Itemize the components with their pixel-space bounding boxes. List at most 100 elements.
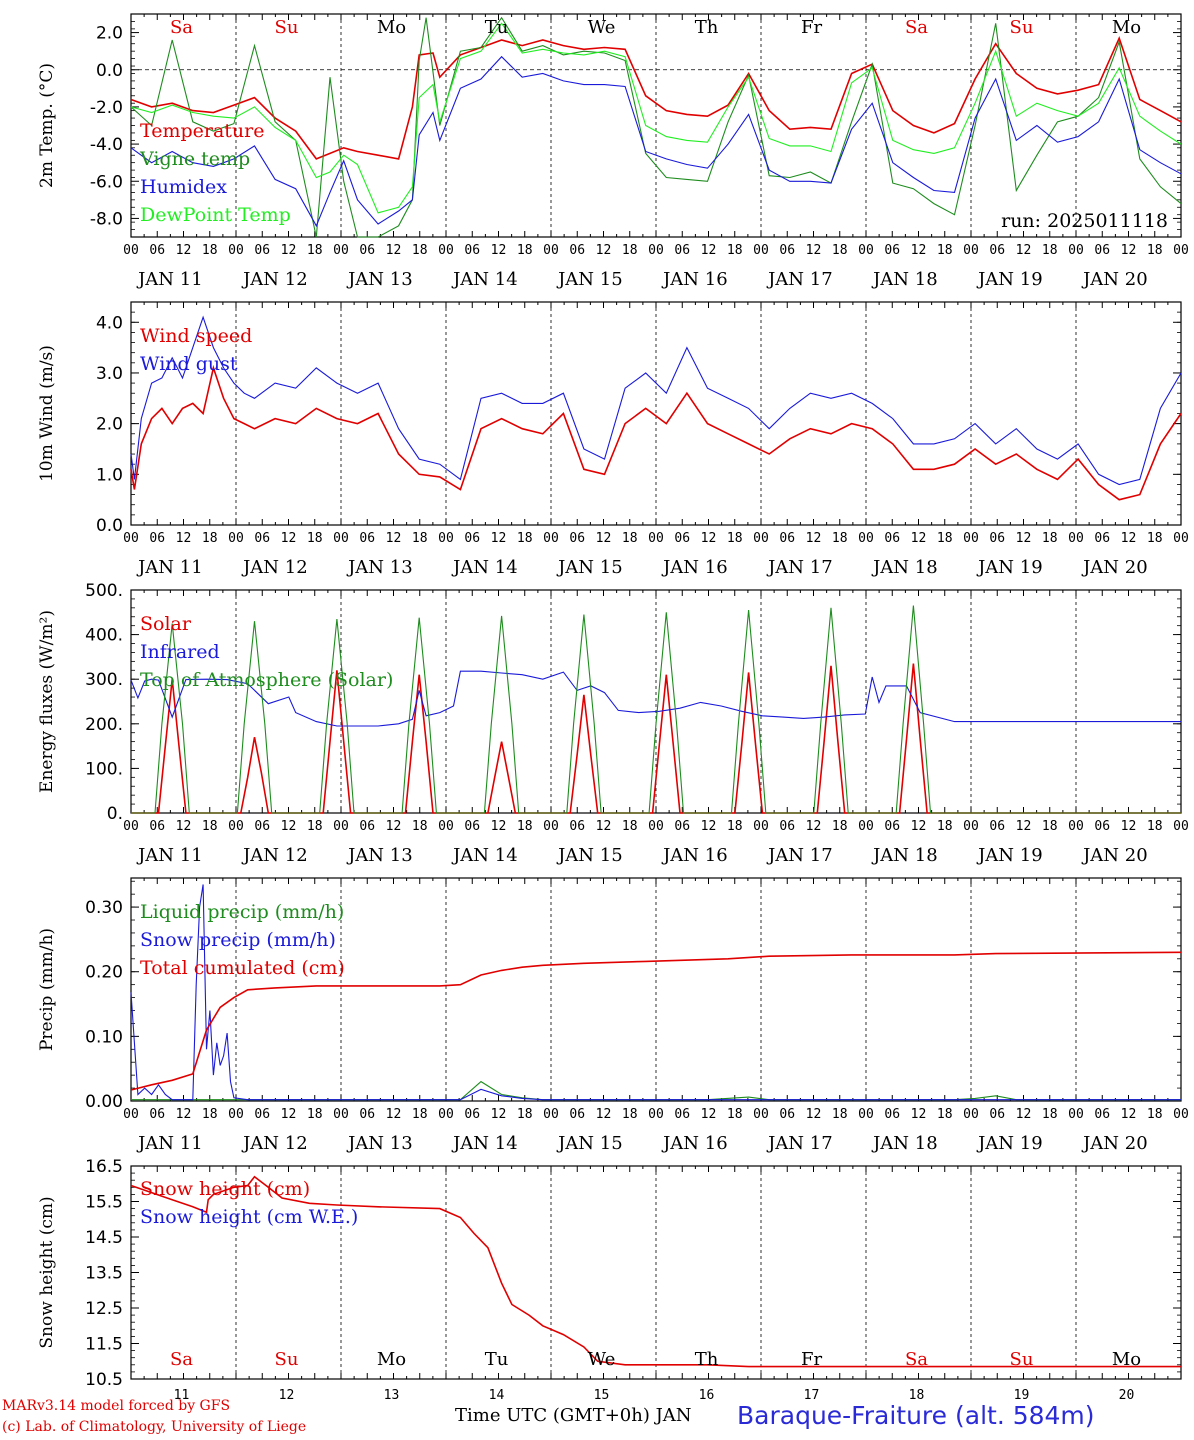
hour-tick-label: 06 xyxy=(569,531,585,546)
day-name-top: Su xyxy=(275,17,299,38)
hour-tick-label: 18 xyxy=(517,1107,533,1122)
day-name-bottom: Mo xyxy=(1112,1349,1141,1370)
hour-tick-label: 06 xyxy=(254,1107,270,1122)
date-label: JAN 15 xyxy=(556,269,623,290)
hour-tick-label: 06 xyxy=(674,1107,690,1122)
hour-tick-label: 12 xyxy=(1016,819,1032,834)
date-label: JAN 12 xyxy=(241,845,308,866)
date-label: JAN 12 xyxy=(241,1133,308,1154)
legend-entry: DewPoint Temp xyxy=(140,204,291,226)
y-tick-label: 100. xyxy=(85,759,123,779)
date-label: JAN 17 xyxy=(766,1133,833,1154)
hour-tick-label: 00 xyxy=(438,531,454,546)
hour-tick-label: 12 xyxy=(1016,1107,1032,1122)
hour-tick-label: 18 xyxy=(727,243,743,258)
y-tick-label: 200. xyxy=(85,715,123,735)
hour-tick-label: 00 xyxy=(333,243,349,258)
date-label: JAN 11 xyxy=(136,1133,203,1154)
hour-tick-label: 06 xyxy=(254,243,270,258)
date-label: JAN 17 xyxy=(766,845,833,866)
hour-tick-label: 00 xyxy=(123,243,139,258)
y-axis-label: Snow height (cm) xyxy=(37,1196,57,1348)
legend-entry: Infrared xyxy=(140,641,220,663)
y-tick-label: 15.5 xyxy=(85,1193,123,1213)
day-number: 11 xyxy=(174,1388,190,1403)
hour-tick-label: 06 xyxy=(149,531,165,546)
hour-tick-label: 00 xyxy=(1068,531,1084,546)
day-name-top: We xyxy=(588,17,616,38)
hour-tick-label: 18 xyxy=(202,531,218,546)
y-tick-label: -4.0 xyxy=(90,135,123,155)
panel-frame-1 xyxy=(130,301,1182,526)
hour-tick-label: 18 xyxy=(412,819,428,834)
hour-tick-label: 06 xyxy=(569,243,585,258)
legend-entry: Liquid precip (mm/h) xyxy=(140,901,344,923)
hour-tick-label: 00 xyxy=(858,819,874,834)
hour-tick-label: 06 xyxy=(149,243,165,258)
hour-tick-label: 00 xyxy=(228,1107,244,1122)
hour-tick-label: 12 xyxy=(1121,243,1137,258)
hour-tick-label: 06 xyxy=(464,243,480,258)
hour-tick-label: 12 xyxy=(176,1107,192,1122)
day-name-bottom: Sa xyxy=(905,1349,928,1370)
day-number: 18 xyxy=(909,1388,925,1403)
y-tick-label: 0. xyxy=(107,804,123,824)
day-number: 19 xyxy=(1014,1388,1030,1403)
hour-tick-label: 00 xyxy=(333,531,349,546)
hour-tick-label: 06 xyxy=(989,819,1005,834)
hour-tick-label: 18 xyxy=(307,819,323,834)
hour-tick-label: 12 xyxy=(701,1107,717,1122)
hour-tick-label: 00 xyxy=(543,1107,559,1122)
date-label: JAN 16 xyxy=(661,557,728,578)
hour-tick-label: 00 xyxy=(963,1107,979,1122)
y-tick-label: 0.0 xyxy=(96,61,123,81)
hour-tick-label: 06 xyxy=(884,1107,900,1122)
hour-tick-label: 06 xyxy=(779,819,795,834)
hour-tick-label: 18 xyxy=(727,1107,743,1122)
hour-tick-label: 06 xyxy=(989,243,1005,258)
hour-tick-label: 00 xyxy=(753,819,769,834)
hour-tick-label: 06 xyxy=(569,819,585,834)
day-number: 12 xyxy=(279,1388,295,1403)
y-tick-label: 0.10 xyxy=(85,1027,123,1047)
legend-entry: Total cumulated (cm) xyxy=(140,957,345,979)
hour-tick-label: 00 xyxy=(963,819,979,834)
date-label: JAN 11 xyxy=(136,269,203,290)
hour-tick-label: 12 xyxy=(491,531,507,546)
hour-tick-label: 00 xyxy=(333,1107,349,1122)
y-tick-label: -6.0 xyxy=(90,172,123,192)
date-label: JAN 18 xyxy=(871,845,938,866)
hour-tick-label: 06 xyxy=(989,531,1005,546)
date-label: JAN 17 xyxy=(766,269,833,290)
hour-tick-label: 18 xyxy=(412,531,428,546)
legend-entry: Snow height (cm) xyxy=(140,1178,310,1200)
hour-tick-label: 18 xyxy=(202,243,218,258)
series-line-temperature xyxy=(130,35,1182,160)
day-name-top: Fr xyxy=(801,17,822,38)
hour-tick-label: 12 xyxy=(1016,531,1032,546)
run-label: run: 2025011118 xyxy=(1001,210,1168,232)
hour-tick-label: 18 xyxy=(832,1107,848,1122)
hour-tick-label: 00 xyxy=(858,531,874,546)
date-label: JAN 11 xyxy=(136,845,203,866)
y-tick-label: 0.00 xyxy=(85,1092,123,1112)
hour-tick-label: 06 xyxy=(359,1107,375,1122)
date-label: JAN 20 xyxy=(1081,557,1148,578)
hour-tick-label: 00 xyxy=(648,1107,664,1122)
y-tick-label: 1.0 xyxy=(96,465,123,485)
hour-tick-label: 00 xyxy=(963,243,979,258)
legend-entry: Wind speed xyxy=(140,325,252,347)
date-label: JAN 16 xyxy=(661,845,728,866)
hour-tick-label: 12 xyxy=(911,1107,927,1122)
hour-tick-label: 18 xyxy=(937,1107,953,1122)
hour-tick-label: 12 xyxy=(1121,819,1137,834)
hour-tick-label: 12 xyxy=(596,531,612,546)
date-label: JAN 20 xyxy=(1081,845,1148,866)
hour-tick-label: 18 xyxy=(517,531,533,546)
legend-entry: Top of Atmosphere (Solar) xyxy=(140,669,393,691)
hour-tick-label: 06 xyxy=(674,531,690,546)
y-tick-label: 10.5 xyxy=(85,1370,123,1390)
legend-entry: Snow precip (mm/h) xyxy=(140,929,336,951)
date-label: JAN 20 xyxy=(1081,269,1148,290)
